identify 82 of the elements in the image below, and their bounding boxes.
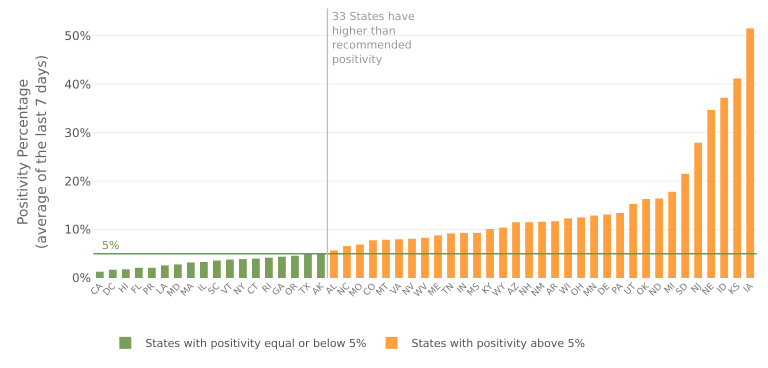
x-tick-label: IL	[196, 282, 210, 294]
x-tick-label: MT	[374, 281, 392, 298]
bar	[707, 110, 716, 278]
bar	[212, 260, 221, 278]
bar	[160, 265, 169, 278]
bar	[278, 256, 286, 278]
bar	[590, 215, 598, 278]
bar	[538, 222, 546, 278]
bar	[122, 269, 130, 278]
bar	[603, 214, 612, 278]
x-tick-label: DE	[596, 282, 613, 298]
bar	[434, 235, 442, 278]
y-tick-label: 0%	[72, 271, 91, 286]
bar	[265, 258, 273, 278]
x-tick-label: PR	[142, 282, 158, 298]
bar	[408, 238, 416, 278]
bar	[512, 222, 520, 278]
bar	[564, 218, 572, 278]
bar	[186, 262, 195, 278]
bar	[733, 78, 742, 278]
x-tick-label: AR	[544, 282, 560, 298]
bar	[252, 258, 260, 278]
x-tick-label: TN	[440, 282, 456, 298]
legend-label: States with positivity above 5%	[412, 337, 586, 350]
y-axis-title: Positivity Percentage (average of the last 7 days)	[16, 54, 50, 250]
x-tick-label: ID	[716, 282, 730, 296]
x-tick-label: NM	[530, 282, 548, 300]
bar	[317, 254, 325, 278]
x-tick-label: KS	[727, 282, 743, 298]
bar	[681, 174, 690, 278]
bar	[291, 256, 299, 278]
bar	[746, 28, 754, 278]
bar	[460, 232, 468, 278]
bar	[473, 232, 481, 278]
bar	[642, 199, 650, 278]
bar	[304, 254, 312, 278]
bar	[369, 240, 377, 278]
y-tick-label: 40%	[64, 77, 91, 92]
bar	[174, 264, 182, 278]
x-tick-label: SC	[206, 282, 222, 298]
bar	[395, 239, 403, 278]
x-tick-label: IA	[742, 281, 756, 296]
bar	[655, 198, 664, 278]
bar	[343, 246, 351, 278]
bar	[330, 250, 338, 278]
legend-label: States with positivity equal or below 5%	[145, 337, 367, 350]
bar	[616, 213, 624, 278]
ref-line-label: 5%	[102, 239, 120, 252]
bar	[356, 244, 364, 278]
y-tick-label: 10%	[64, 222, 91, 237]
bar	[421, 238, 429, 278]
bar	[486, 229, 494, 278]
bar	[108, 270, 117, 278]
bar	[525, 222, 533, 278]
bar	[226, 260, 234, 278]
bar	[238, 259, 247, 278]
x-tick-label: MA	[179, 281, 197, 299]
bar	[447, 233, 455, 278]
bar	[668, 192, 676, 278]
bar	[720, 98, 728, 278]
bar	[499, 228, 507, 278]
bar	[629, 204, 638, 278]
x-tick-label: FL	[130, 282, 144, 296]
y-tick-label: 20%	[64, 174, 91, 188]
x-tick-label: MS	[466, 282, 483, 298]
x-tick-label: HI	[117, 282, 132, 296]
bar	[694, 142, 702, 278]
x-tick-label: ND	[648, 282, 664, 298]
bar	[551, 221, 559, 278]
bar	[382, 240, 390, 278]
bar	[96, 272, 104, 278]
x-tick-label: AK	[310, 280, 328, 298]
y-tick-label: 50%	[64, 28, 91, 43]
bar	[200, 262, 208, 278]
y-tick-label: 30%	[64, 126, 91, 140]
x-tick-label: NE	[700, 282, 717, 298]
x-tick-label: WY	[491, 281, 509, 299]
bar	[148, 268, 156, 278]
bar	[577, 217, 585, 278]
ref-line-label: 33 States have higher than recommended positivity	[332, 10, 416, 66]
bar	[134, 268, 143, 278]
x-tick-label: DC	[102, 282, 118, 298]
